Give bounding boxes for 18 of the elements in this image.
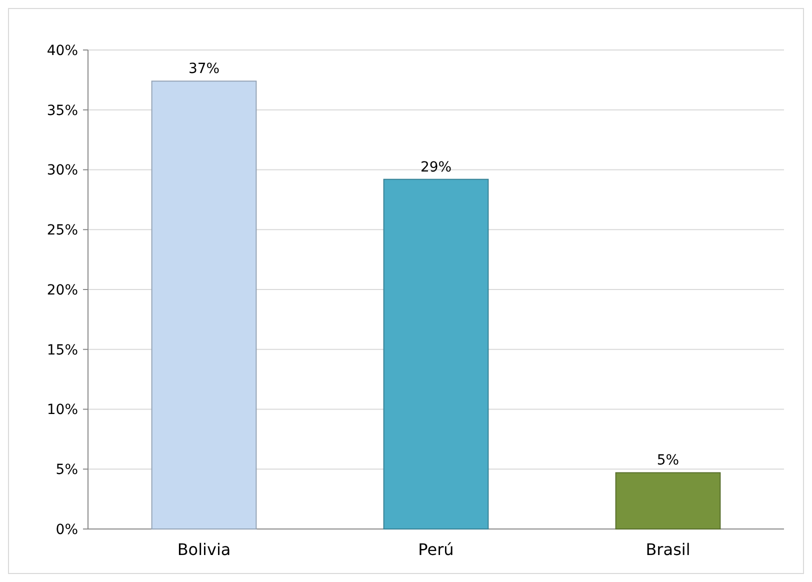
data-label: 5% (656, 452, 680, 469)
y-tick-label: 30% (46, 162, 78, 179)
y-tick-label: 25% (46, 222, 78, 239)
y-tick-label: 5% (56, 462, 78, 478)
y-tick-label: 20% (46, 282, 78, 298)
x-tick-label: Perú (418, 540, 454, 559)
y-tick-label: 10% (46, 402, 78, 418)
bar (383, 178, 489, 530)
data-label: 37% (188, 61, 220, 78)
x-tick-label: Brasil (646, 540, 690, 559)
y-tick-label: 15% (46, 342, 78, 358)
x-tick-label: Bolivia (177, 540, 231, 559)
y-tick-label: 40% (46, 42, 78, 59)
bar (151, 80, 257, 530)
bar (615, 472, 721, 530)
y-tick-label: 35% (46, 102, 78, 119)
y-tick-label: 0% (56, 522, 78, 538)
data-label: 29% (420, 159, 452, 176)
